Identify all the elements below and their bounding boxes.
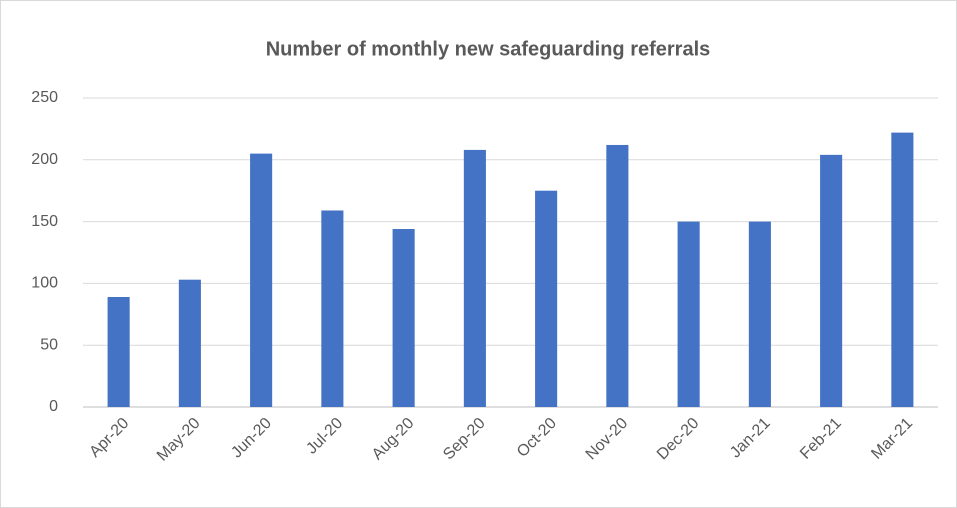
- bar: [748, 221, 771, 407]
- chart-title: Number of monthly new safeguarding refer…: [266, 38, 711, 60]
- y-tick-label: 50: [40, 336, 58, 353]
- bar: [677, 221, 700, 407]
- bar: [535, 190, 558, 407]
- bar: [250, 153, 273, 407]
- bar: [321, 210, 344, 407]
- y-tick-label: 250: [31, 89, 58, 106]
- bar: [606, 144, 629, 407]
- bar: [820, 154, 843, 407]
- y-tick-label: 200: [31, 151, 58, 168]
- y-tick-label: 0: [49, 398, 58, 415]
- bar: [891, 132, 914, 407]
- bar: [392, 229, 415, 407]
- y-tick-label: 150: [31, 213, 58, 230]
- bar: [107, 296, 130, 407]
- bar: [463, 149, 486, 408]
- bar: [178, 279, 201, 407]
- y-tick-label: 100: [31, 275, 58, 292]
